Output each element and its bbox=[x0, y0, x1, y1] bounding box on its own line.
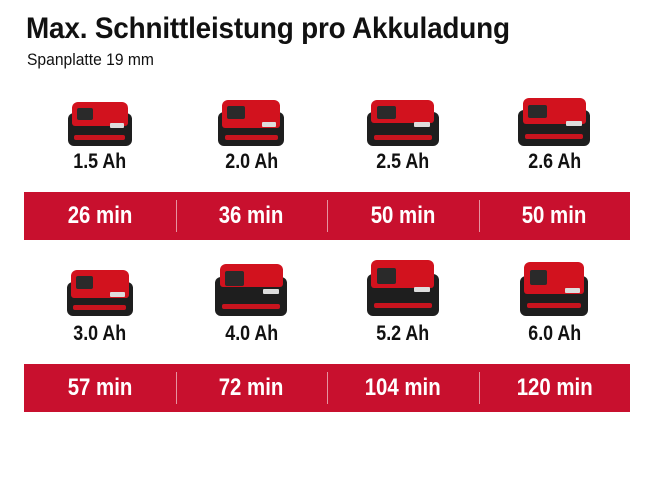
battery-capacity: 5.2 Ah bbox=[376, 322, 430, 345]
runtime-cell: 72 min bbox=[175, 364, 328, 412]
runtime-value: 57 min bbox=[67, 374, 133, 401]
battery-item: 4.0 Ah bbox=[176, 262, 328, 364]
runtime-value: 50 min bbox=[521, 202, 587, 229]
runtime-value: 72 min bbox=[218, 374, 284, 401]
runtime-value: 50 min bbox=[370, 202, 436, 229]
page-title: Max. Schnittleistung pro Akkuladung bbox=[26, 12, 510, 45]
battery-item: 2.6 Ah bbox=[479, 92, 631, 192]
battery-row: 1.5 Ah 2.0 Ah 2.5 Ah 2.6 Ah bbox=[24, 92, 630, 192]
runtime-cell: 57 min bbox=[24, 364, 176, 412]
runtime-value: 120 min bbox=[516, 374, 593, 401]
battery-capacity: 3.0 Ah bbox=[73, 322, 127, 345]
battery-pack-icon bbox=[366, 260, 439, 316]
battery-capacity: 2.5 Ah bbox=[376, 150, 430, 173]
runtime-value: 104 min bbox=[364, 374, 441, 401]
runtime-value: 26 min bbox=[67, 202, 133, 229]
runtime-value: 36 min bbox=[218, 202, 284, 229]
runtime-cell: 104 min bbox=[327, 364, 479, 412]
battery-item: 3.0 Ah bbox=[24, 262, 176, 364]
runtime-cell: 50 min bbox=[327, 192, 479, 240]
battery-pack-icon bbox=[215, 264, 288, 316]
battery-pack-icon bbox=[67, 102, 132, 146]
battery-item: 5.2 Ah bbox=[327, 260, 479, 364]
battery-capacity: 4.0 Ah bbox=[224, 322, 278, 345]
battery-item: 6.0 Ah bbox=[479, 262, 631, 364]
runtime-cell: 36 min bbox=[175, 192, 328, 240]
battery-item: 2.5 Ah bbox=[327, 92, 479, 192]
runtime-bar: 57 min 72 min 104 min 120 min bbox=[24, 364, 630, 412]
battery-capacity: 1.5 Ah bbox=[73, 150, 127, 173]
battery-pack-icon bbox=[518, 98, 591, 146]
runtime-cell: 50 min bbox=[478, 192, 631, 240]
battery-item: 1.5 Ah bbox=[24, 92, 176, 192]
battery-row: 3.0 Ah 4.0 Ah 5.2 Ah 6.0 Ah bbox=[24, 260, 631, 364]
battery-item: 2.0 Ah bbox=[176, 92, 328, 192]
runtime-cell: 120 min bbox=[478, 364, 631, 412]
page-subtitle: Spanplatte 19 mm bbox=[27, 50, 154, 69]
runtime-bar: 26 min 36 min 50 min 50 min bbox=[24, 192, 630, 240]
runtime-cell: 26 min bbox=[24, 192, 176, 240]
battery-pack-icon bbox=[66, 270, 133, 316]
battery-capacity: 6.0 Ah bbox=[527, 322, 581, 345]
battery-pack-icon bbox=[520, 262, 589, 316]
battery-capacity: 2.0 Ah bbox=[224, 150, 278, 173]
battery-pack-icon bbox=[366, 100, 439, 146]
battery-pack-icon bbox=[218, 100, 285, 146]
battery-capacity: 2.6 Ah bbox=[527, 150, 581, 173]
